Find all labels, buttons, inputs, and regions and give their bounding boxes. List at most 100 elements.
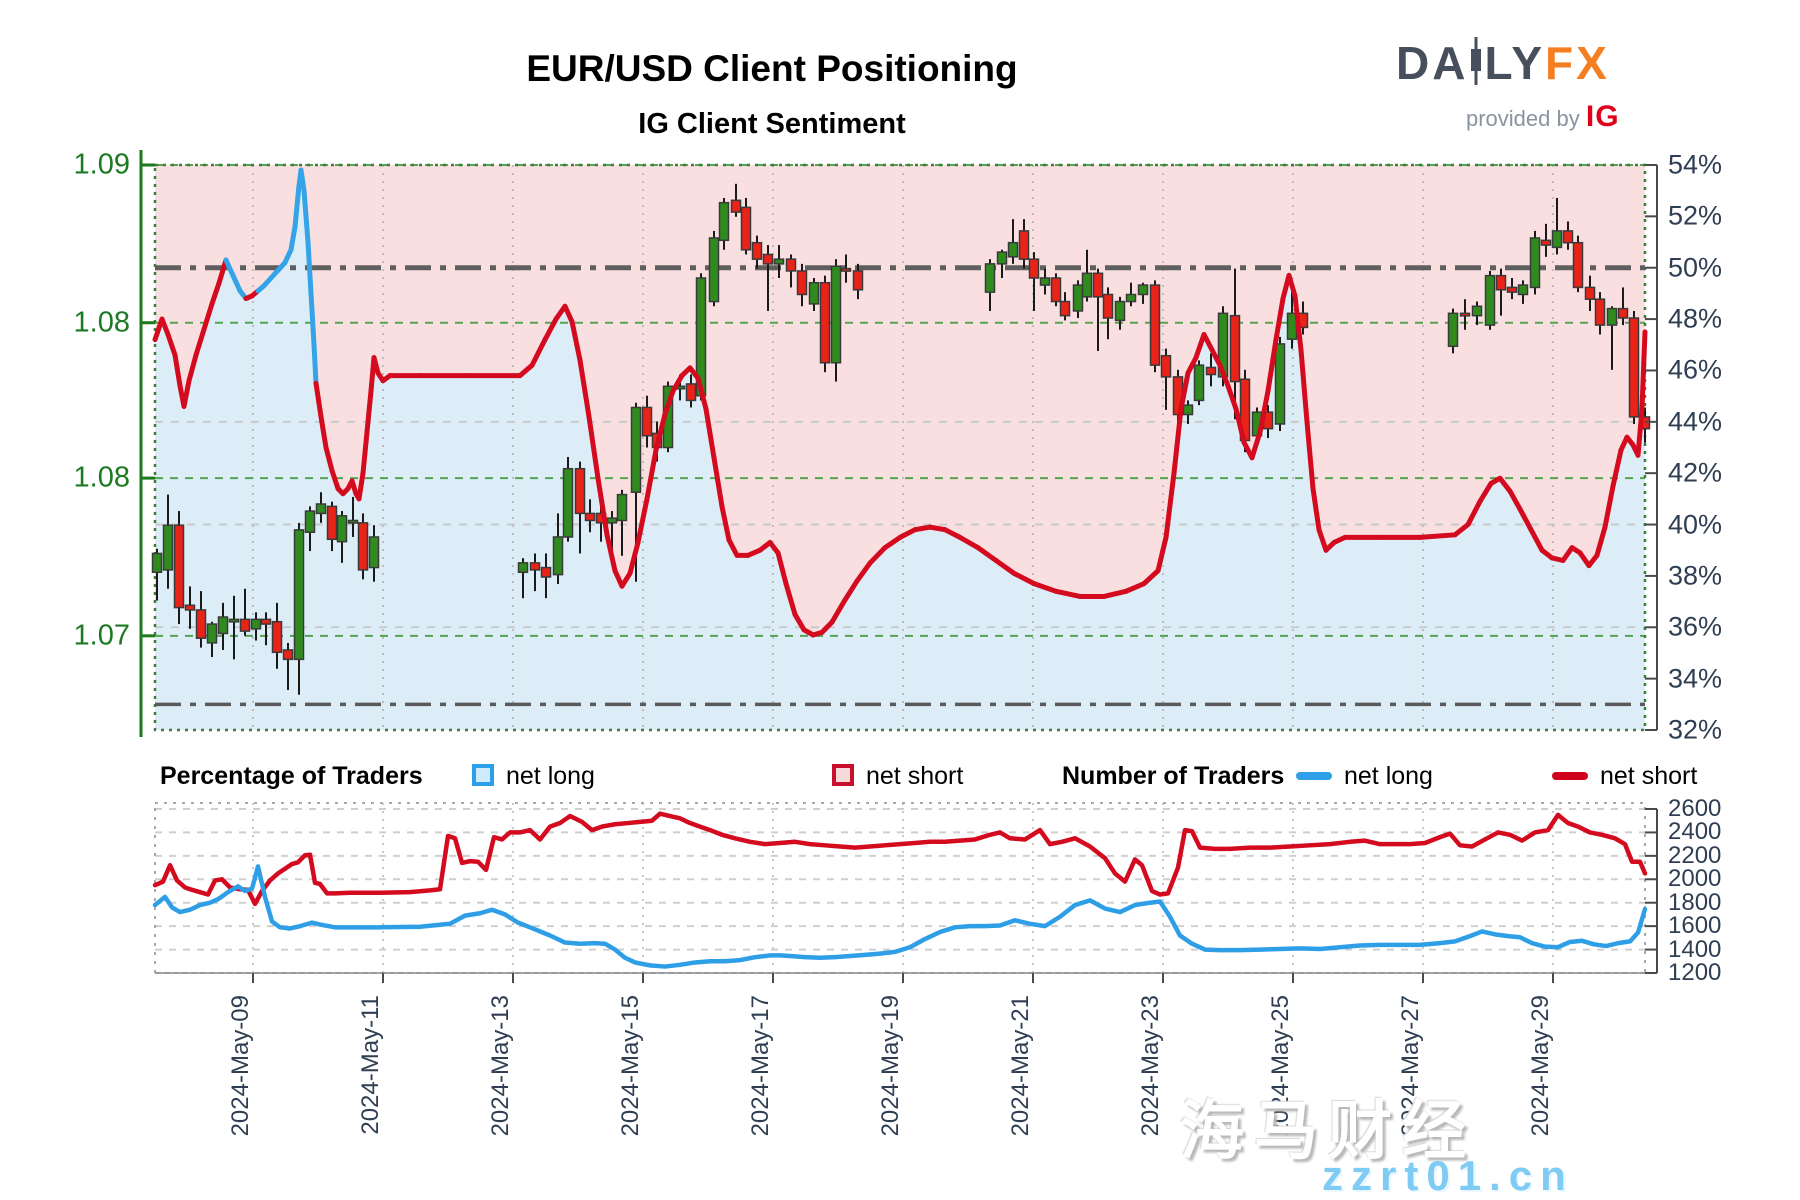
pct-sentiment-line [619, 570, 633, 589]
pct-axis-label: 34% [1668, 663, 1723, 694]
pct-sentiment-line [670, 373, 685, 394]
pct-sentiment-line [1201, 332, 1215, 353]
pct-axis-label: 40% [1668, 509, 1723, 540]
candle [1039, 277, 1051, 286]
candle [785, 258, 797, 272]
pct-sentiment-line [595, 475, 610, 538]
candle [184, 604, 196, 611]
candle [840, 267, 852, 272]
ig-logo: IG [1585, 100, 1620, 133]
candle [304, 510, 316, 534]
pct-sentiment-line [288, 224, 298, 253]
pct-sentiment-line [1185, 355, 1199, 376]
pct-sentiment-line [172, 352, 183, 389]
pct-sentiment-line [644, 447, 659, 502]
candle [1182, 404, 1194, 416]
pct-axis-label: 50% [1668, 252, 1723, 283]
pct-sentiment-line [1101, 588, 1129, 599]
candle [1193, 364, 1205, 402]
pct-sentiment-line [1594, 524, 1608, 558]
candle [584, 512, 596, 522]
watermark-line1: 海马财经 [1180, 1095, 1476, 1167]
logo-text-ly: LY [1484, 37, 1546, 89]
pct-sentiment-line [577, 357, 592, 420]
pct-sentiment-line [292, 183, 302, 230]
pct-sentiment-line [223, 257, 236, 278]
pct-sentiment-line [653, 411, 668, 453]
candle [808, 281, 820, 305]
pct-sentiment-line [1635, 406, 1645, 458]
date-axis-label: 2024-May-21 [1007, 995, 1034, 1137]
candle [1606, 307, 1618, 326]
pct-axis-label: 38% [1668, 560, 1723, 591]
candle [562, 467, 574, 538]
pct-sentiment-line [1560, 545, 1575, 563]
candle [173, 524, 185, 609]
candle [1594, 298, 1606, 326]
price-axis-label: 1.07 [73, 619, 130, 652]
candle [819, 281, 831, 364]
candle [830, 265, 842, 364]
candle [540, 566, 552, 578]
pct-sentiment-line [1465, 498, 1483, 528]
candle [195, 609, 207, 639]
candle [217, 616, 229, 635]
pct-sentiment-line [1193, 332, 1207, 361]
pct-sentiment-line [1053, 588, 1083, 599]
count-axis-label: 2400 [1668, 818, 1722, 846]
pct-sentiment-line [1602, 483, 1616, 530]
date-axis-label: 2024-May-11 [357, 995, 384, 1135]
chart-subtitle: IG Client Sentiment [638, 108, 906, 140]
count-axis-label: 1200 [1668, 959, 1722, 986]
pct-sentiment-line [230, 272, 243, 294]
pct-sentiment-line [1171, 406, 1184, 476]
pct-sentiment-line [193, 326, 207, 358]
candle [250, 618, 262, 630]
legend-num-netshort-label: net short [1600, 762, 1698, 790]
pct-sentiment-line [313, 380, 324, 420]
count-axis-label: 2000 [1668, 865, 1722, 893]
pct-sentiment-line [1298, 347, 1310, 425]
candle [751, 241, 763, 260]
candle [1050, 277, 1062, 303]
candle [708, 237, 720, 303]
pct-sentiment-line [1310, 486, 1322, 533]
candle [1102, 293, 1114, 319]
pct-sentiment-line [897, 527, 918, 540]
count-axis-label: 1400 [1668, 935, 1722, 963]
pct-sentiment-line [1273, 296, 1286, 343]
candle [282, 649, 294, 661]
pct-sentiment-line [1209, 347, 1223, 368]
count-net-long-line [152, 864, 1648, 969]
candle [1551, 230, 1563, 249]
candle [326, 505, 338, 541]
pct-sentiment-line [1292, 293, 1304, 353]
candle [1229, 314, 1241, 383]
pct-sentiment-line [1452, 522, 1471, 538]
pct-sentiment-line [957, 534, 981, 551]
pct-sentiment-line [1249, 429, 1263, 461]
pct-sentiment-line [1178, 370, 1191, 412]
pct-sentiment-line [1217, 362, 1231, 389]
candle [1572, 241, 1584, 289]
candle [271, 620, 283, 654]
pct-sentiment-line [216, 257, 229, 286]
pct-sentiment-line [993, 558, 1017, 576]
candle [718, 201, 730, 242]
candle [1562, 230, 1574, 244]
pct-sentiment-line [1257, 388, 1271, 435]
pct-sentiment-line [1610, 447, 1624, 489]
candle [1072, 284, 1084, 312]
candle [1205, 366, 1217, 376]
legend-num-title: Number of Traders [1062, 762, 1285, 790]
pct-sentiment-line [529, 337, 548, 368]
date-axis-label: 2024-May-17 [747, 995, 774, 1137]
candle [796, 270, 808, 296]
legend-pct-netlong-label: net long [506, 762, 595, 790]
candle [606, 517, 618, 524]
candle [151, 552, 163, 574]
candle [239, 618, 251, 632]
pct-sentiment-line [318, 414, 329, 450]
